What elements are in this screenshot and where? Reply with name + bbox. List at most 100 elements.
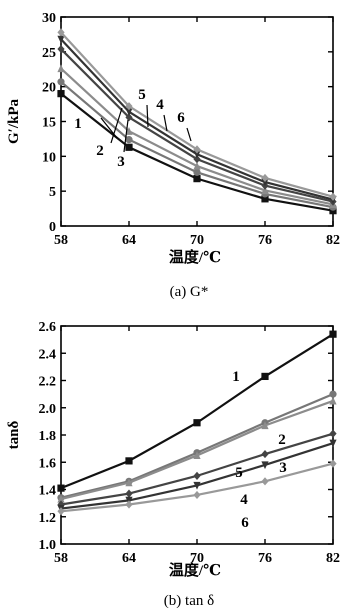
series-annotation-3: 3 <box>117 154 125 170</box>
series-6-point <box>57 507 65 516</box>
y-tick-label: 20 <box>42 81 56 96</box>
series-4-point <box>261 461 269 470</box>
y-tick-label: 1.4 <box>39 484 57 499</box>
chart-a-gstar: 58 64 70 76 82051015202530123456温度/℃G′/kPa(a… <box>6 11 340 300</box>
series-6-point <box>193 145 201 154</box>
series-5-point <box>193 471 201 480</box>
annotation-leader <box>100 117 118 139</box>
y-tick-label: 15 <box>42 116 56 131</box>
series-3-point <box>193 451 201 460</box>
annotation-leader <box>146 104 149 128</box>
series-3-point <box>329 396 337 405</box>
series-2-point <box>329 390 337 398</box>
series-annotation-5: 5 <box>138 87 146 103</box>
x-axis-label: 温度/℃ <box>169 561 221 579</box>
y-tick-label: 2.0 <box>39 402 57 417</box>
series-3-point <box>193 161 201 170</box>
series-annotation-4: 4 <box>240 492 248 508</box>
series-4-point <box>125 113 133 122</box>
y-tick-label: 30 <box>42 11 56 26</box>
series-annotation-1: 1 <box>74 116 82 132</box>
y-axis-label: tanδ <box>6 420 22 449</box>
x-tick-label: 82 <box>326 551 340 566</box>
series-1-point <box>57 484 65 492</box>
y-tick-label: 2.6 <box>39 320 57 335</box>
series-4-point <box>329 439 337 448</box>
annotation-leader <box>186 127 192 142</box>
series-annotation-1: 1 <box>232 369 240 385</box>
series-3-point <box>261 186 269 195</box>
y-tick-label: 5 <box>49 185 56 200</box>
chart-b-tandelta: 58 64 70 76 821.01.21.41.61.82.02.22.42.6123… <box>6 320 340 609</box>
x-tick-label: 58 <box>54 233 68 248</box>
series-3-point <box>125 478 133 487</box>
series-6-point <box>57 28 65 37</box>
series-3-point <box>125 127 133 135</box>
x-tick-label: 64 <box>122 551 136 566</box>
series-6-point <box>125 500 133 509</box>
y-tick-label: 1.0 <box>39 538 57 553</box>
series-5-point <box>261 178 269 187</box>
series-5-point <box>57 500 65 509</box>
series-2-point <box>125 136 133 144</box>
series-1-point <box>193 175 201 183</box>
series-annotation-5: 5 <box>235 465 243 481</box>
series-3-point <box>57 64 65 73</box>
x-tick-label: 64 <box>122 233 136 248</box>
y-tick-label: 1.8 <box>39 429 57 444</box>
series-1-point <box>57 90 65 98</box>
annotation-leader <box>110 107 123 144</box>
series-5-point <box>261 449 269 459</box>
series-5-point <box>329 429 337 438</box>
series-2-point <box>57 78 65 86</box>
annotation-leader <box>163 114 168 132</box>
y-tick-label: 2.2 <box>39 375 57 390</box>
x-tick-label: 76 <box>258 233 272 248</box>
series-5-point <box>125 489 133 498</box>
y-tick-label: 1.2 <box>39 511 57 526</box>
series-6-point <box>261 173 269 183</box>
series-2-point <box>193 168 201 176</box>
annotation-leader <box>123 119 129 153</box>
y-tick-label: 10 <box>42 150 56 165</box>
x-tick-label: 58 <box>54 551 68 566</box>
series-6-point <box>329 459 337 468</box>
x-tick-label: 82 <box>326 233 340 248</box>
figure-caption: (a) G* <box>170 284 209 300</box>
series-annotation-3: 3 <box>279 460 287 476</box>
plot-frame <box>60 16 334 227</box>
y-axis-label: G′/kPa <box>6 98 22 144</box>
series-annotation-2: 2 <box>96 143 104 159</box>
series-1-point <box>261 372 269 381</box>
series-1-point <box>329 330 337 338</box>
series-6-point <box>329 192 337 201</box>
series-4-point <box>193 481 201 490</box>
series-6-point <box>193 490 201 500</box>
series-annotation-6: 6 <box>177 110 185 126</box>
x-axis-label: 温度/℃ <box>169 248 221 266</box>
series-annotation-4: 4 <box>156 97 164 113</box>
y-tick-label: 0 <box>49 220 56 235</box>
series-annotation-2: 2 <box>278 432 286 448</box>
y-tick-label: 25 <box>42 46 56 61</box>
series-4-point <box>193 155 201 164</box>
series-6-point <box>125 102 133 111</box>
series-5-point <box>125 108 133 116</box>
series-4-point <box>57 44 65 54</box>
figure-caption: (b) tan δ <box>164 593 214 609</box>
series-1-point <box>125 457 133 465</box>
series-6-point <box>261 477 269 486</box>
series-3-point <box>57 494 65 503</box>
x-tick-label: 70 <box>190 551 204 566</box>
series-annotation-6: 6 <box>241 515 249 531</box>
x-tick-label: 70 <box>190 233 204 248</box>
y-tick-label: 1.6 <box>39 456 57 471</box>
series-1-point <box>261 195 269 203</box>
x-tick-label: 76 <box>258 551 272 566</box>
series-3-point <box>261 421 269 430</box>
series-5-point <box>193 150 201 159</box>
series-1-point <box>125 143 133 151</box>
y-tick-label: 2.4 <box>39 347 57 362</box>
series-5-point <box>57 35 65 44</box>
